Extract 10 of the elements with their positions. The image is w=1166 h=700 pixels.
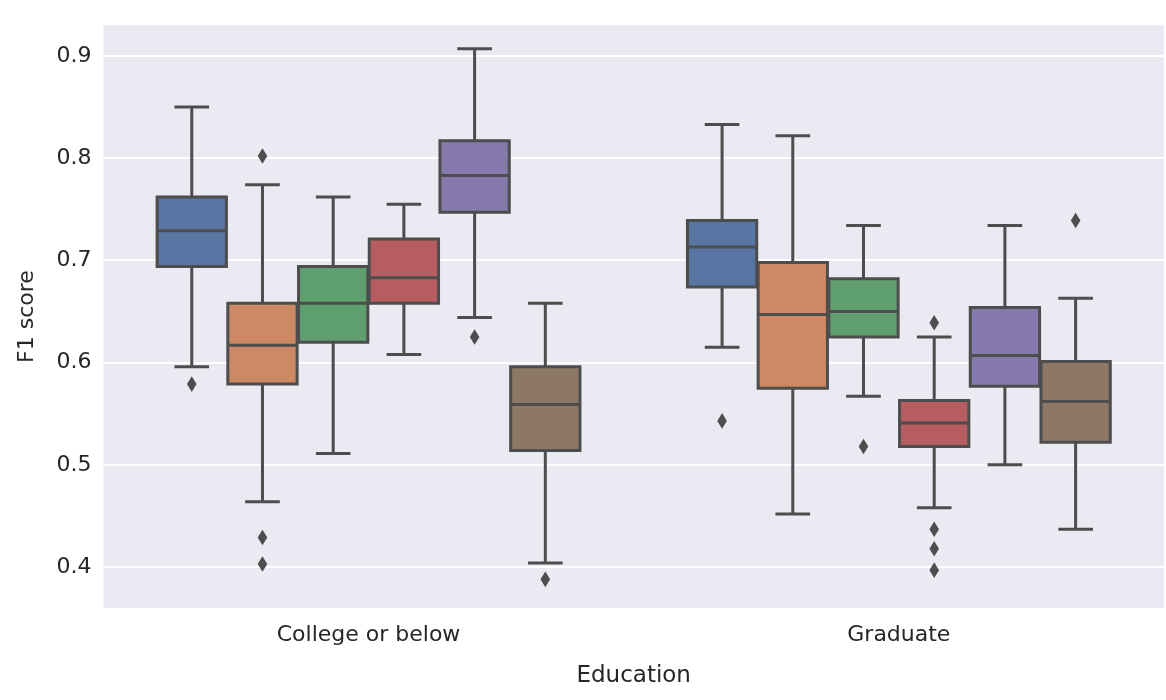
y-tick-label: 0.5 — [56, 450, 92, 476]
x-axis-title: Education — [576, 661, 691, 688]
y-tick-label: 0.7 — [56, 246, 92, 272]
y-tick-label: 0.9 — [56, 41, 92, 67]
y-tick-label: 0.6 — [56, 348, 92, 374]
x-tick-label: Graduate — [847, 620, 951, 646]
y-tick-label: 0.8 — [56, 143, 92, 169]
x-tick-label: College or below — [276, 620, 461, 646]
y-tick-label: 0.4 — [56, 552, 92, 578]
y-axis-title: F1 score — [12, 270, 38, 363]
